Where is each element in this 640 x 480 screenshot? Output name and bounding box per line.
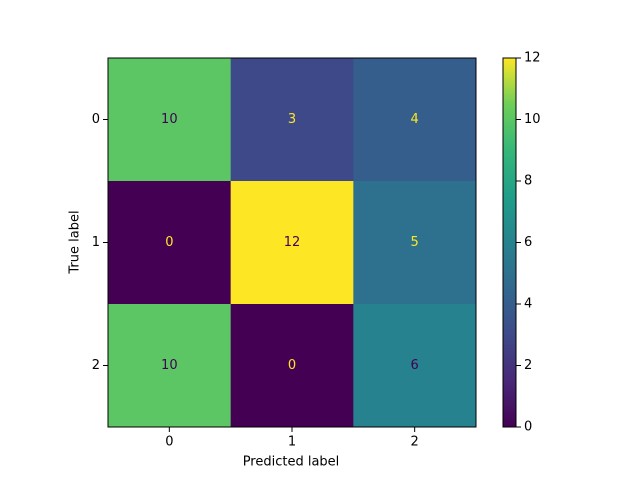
cell-label: 3 — [288, 112, 296, 127]
colorbar — [502, 57, 517, 428]
cell-label: 10 — [161, 358, 178, 373]
colorbar-tick-label: 0 — [524, 420, 532, 435]
colorbar-tick-label: 2 — [524, 358, 532, 373]
cell-label: 12 — [284, 235, 301, 250]
heatmap-cell — [230, 304, 354, 428]
heatmap-cell — [353, 304, 477, 428]
cell-label: 0 — [165, 235, 173, 250]
y-tick-label: 0 — [92, 112, 100, 127]
heatmap-cell — [230, 181, 354, 305]
colorbar-tick-label: 12 — [524, 51, 541, 66]
cell-label: 10 — [161, 112, 178, 127]
x-tick-label: 2 — [411, 435, 419, 450]
colorbar-tick-label: 8 — [524, 174, 532, 189]
cell-label: 5 — [411, 235, 419, 250]
colorbar-tick-label: 10 — [524, 112, 541, 127]
y-tick-label: 1 — [92, 235, 100, 250]
heatmap-cell — [353, 58, 477, 182]
heatmap-cell — [108, 181, 232, 305]
heatmap-cell — [108, 304, 232, 428]
y-tick-label: 2 — [92, 358, 100, 373]
colorbar-tick-label: 4 — [524, 297, 532, 312]
heatmap-cell — [353, 181, 477, 305]
x-axis-label: Predicted label — [243, 455, 340, 470]
cell-label: 4 — [411, 112, 419, 127]
x-tick-label: 1 — [288, 435, 296, 450]
heatmap-cell — [230, 58, 354, 182]
cell-label: 0 — [288, 358, 296, 373]
colorbar-tick-label: 6 — [524, 235, 532, 250]
heatmap-cell — [108, 58, 232, 182]
cell-label: 6 — [411, 358, 419, 373]
y-axis-label: True label — [68, 210, 83, 274]
x-tick-label: 0 — [165, 435, 173, 450]
